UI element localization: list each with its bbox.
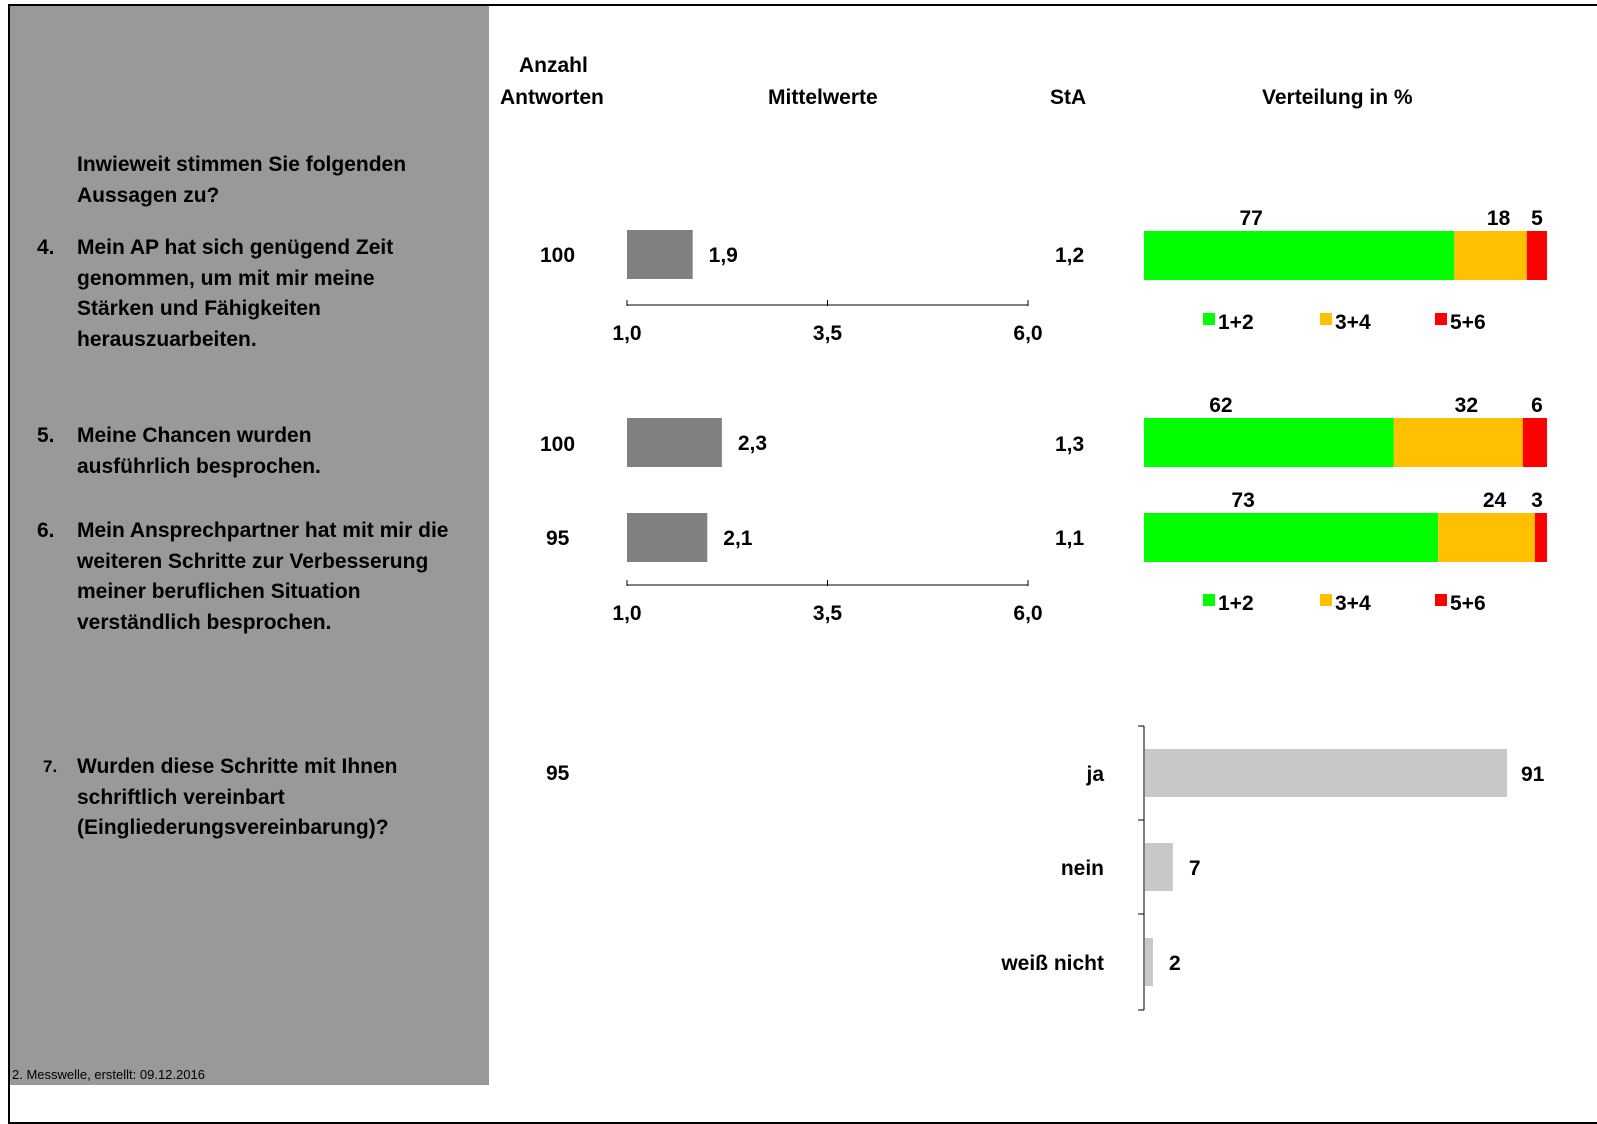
dist-label: 62 bbox=[1209, 394, 1232, 417]
sidebar-panel bbox=[10, 6, 489, 1085]
question-text: Mein AP hat sich genügend Zeit genommen,… bbox=[77, 236, 394, 351]
dist-bar-segment-5-6 bbox=[1534, 513, 1547, 562]
answer-count: 100 bbox=[540, 244, 576, 267]
mean-bar bbox=[627, 230, 693, 279]
distribution-header: Verteilung in % bbox=[1262, 86, 1413, 109]
mean-axis-tick-label: 6,0 bbox=[1013, 602, 1042, 625]
legend-label: 5+6 bbox=[1450, 311, 1486, 334]
legend-label: 1+2 bbox=[1218, 592, 1254, 615]
yn-category-label: weiß nicht bbox=[1000, 952, 1104, 975]
dist-bar-segment-1-2 bbox=[1144, 418, 1394, 467]
legend-swatch bbox=[1320, 313, 1332, 325]
legend-swatch bbox=[1435, 313, 1447, 325]
dist-bar-segment-3-4 bbox=[1393, 418, 1523, 467]
sd-value: 1,1 bbox=[1055, 527, 1085, 550]
answer-count: 95 bbox=[546, 762, 570, 785]
legend-label: 3+4 bbox=[1335, 311, 1371, 334]
dist-bar-segment-3-4 bbox=[1454, 231, 1527, 280]
dist-label: 18 bbox=[1487, 207, 1511, 230]
yn-bar bbox=[1145, 843, 1173, 891]
dist-label: 32 bbox=[1455, 394, 1478, 417]
mean-label: 2,3 bbox=[738, 432, 767, 455]
mean-axis-tick-label: 3,5 bbox=[813, 322, 843, 345]
mean-axis-tick-label: 1,0 bbox=[612, 322, 641, 345]
mean-label: 2,1 bbox=[723, 527, 753, 550]
question-text: Mein Ansprechpartner hat mit mir die wei… bbox=[77, 519, 449, 634]
dist-label: 3 bbox=[1531, 489, 1543, 512]
yn-category-label: ja bbox=[1085, 763, 1104, 786]
mean-axis-tick-label: 6,0 bbox=[1013, 322, 1042, 345]
dist-label: 6 bbox=[1531, 394, 1543, 417]
mean-bar bbox=[627, 418, 722, 467]
legend-swatch bbox=[1320, 594, 1332, 606]
yn-bar bbox=[1145, 938, 1153, 986]
footer-note: 2. Messwelle, erstellt: 09.12.2016 bbox=[12, 1067, 205, 1082]
count-header-line2: Antworten bbox=[500, 86, 604, 109]
dist-bar-segment-5-6 bbox=[1522, 418, 1547, 467]
yn-value-label: 2 bbox=[1169, 952, 1181, 975]
yn-bar bbox=[1145, 749, 1507, 797]
question-number: 4. bbox=[37, 236, 55, 259]
question-text: Wurden diese Schritte mit Ihnen schriftl… bbox=[77, 755, 398, 839]
sd-value: 1,3 bbox=[1055, 433, 1085, 456]
charts-svg: 1,92,32,11,0 3,5 6,01,0 3,5 6,077 18 562 32 673 2… bbox=[612, 207, 1547, 1011]
answer-count: 95 bbox=[546, 527, 570, 550]
mean-bar bbox=[627, 513, 708, 562]
dist-bar-segment-3-4 bbox=[1438, 513, 1535, 562]
question-number: 7. bbox=[43, 757, 58, 776]
legend-label: 1+2 bbox=[1218, 311, 1254, 334]
legend-swatch bbox=[1435, 594, 1447, 606]
answer-count: 100 bbox=[540, 433, 576, 456]
yn-value-label: 7 bbox=[1189, 857, 1201, 880]
legend-swatch bbox=[1203, 594, 1215, 606]
dist-bar-segment-5-6 bbox=[1526, 231, 1547, 280]
legend-swatch bbox=[1203, 313, 1215, 325]
mean-axis-tick-label: 3,5 bbox=[813, 602, 843, 625]
count-header-line1: Anzahl bbox=[519, 54, 588, 77]
dist-label: 77 bbox=[1239, 207, 1262, 230]
dist-bar-segment-1-2 bbox=[1144, 513, 1439, 562]
sd-value: 1,2 bbox=[1055, 244, 1085, 267]
question-number: 5. bbox=[37, 424, 55, 447]
dist-label: 73 bbox=[1231, 489, 1254, 512]
mean-label: 1,9 bbox=[709, 244, 738, 267]
means-header: Mittelwerte bbox=[768, 86, 878, 109]
sd-header: StA bbox=[1050, 86, 1087, 109]
intro-question: Inwieweit stimmen Sie folgenden Aussagen… bbox=[77, 153, 407, 207]
question-number: 6. bbox=[37, 519, 55, 542]
question-text: Meine Chancen wurden ausführlich besproc… bbox=[77, 424, 321, 478]
legend-label: 5+6 bbox=[1450, 592, 1486, 615]
dist-label: 5 bbox=[1531, 207, 1543, 230]
yn-category-label: nein bbox=[1061, 857, 1104, 880]
legend-label: 3+4 bbox=[1335, 592, 1371, 615]
dist-label: 24 bbox=[1483, 489, 1507, 512]
dist-bar-segment-1-2 bbox=[1144, 231, 1455, 280]
yn-value-label: 91 bbox=[1521, 763, 1545, 786]
mean-axis-tick-label: 1,0 bbox=[612, 602, 641, 625]
